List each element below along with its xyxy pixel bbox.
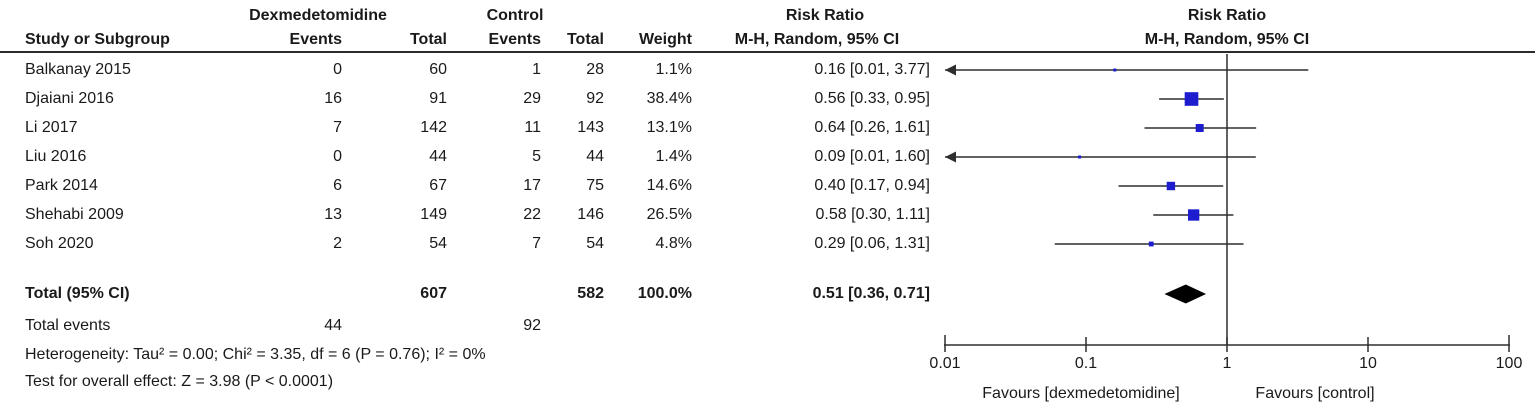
total-dex: 54 <box>429 235 447 252</box>
study-name: Soh 2020 <box>25 235 94 252</box>
table-row: Li 2017 7 142 11 143 13.1% 0.64 [0.26, 1… <box>0 118 1535 138</box>
total-ctrl: 44 <box>586 148 604 165</box>
ci-value: 0.64 [0.26, 1.61] <box>814 119 930 136</box>
col-header-total-dex: Total <box>409 31 447 48</box>
events-dex: 7 <box>333 119 342 136</box>
table-row: Park 2014 6 67 17 75 14.6% 0.40 [0.17, 0… <box>0 176 1535 196</box>
total-ctrl: 143 <box>577 119 604 136</box>
events-dex: 6 <box>333 177 342 194</box>
total-dex: 44 <box>429 148 447 165</box>
events-ctrl: 7 <box>532 235 541 252</box>
ci-value: 0.58 [0.30, 1.11] <box>815 206 930 223</box>
header-divider <box>0 51 1535 53</box>
total-weight: 100.0% <box>637 285 692 302</box>
ci-value: 0.56 [0.33, 0.95] <box>814 90 930 107</box>
total-dex: 149 <box>420 206 447 223</box>
total-label: Total (95% CI) <box>25 285 130 302</box>
events-dex: 16 <box>324 90 342 107</box>
events-ctrl: 5 <box>532 148 541 165</box>
heterogeneity-row: Heterogeneity: Tau² = 0.00; Chi² = 3.35,… <box>0 345 1535 365</box>
col-header-study: Study or Subgroup <box>25 31 170 48</box>
weight-value: 14.6% <box>646 177 692 194</box>
axis-tick-label: 1 <box>1222 355 1232 372</box>
total-ctrl: 92 <box>586 90 604 107</box>
events-ctrl: 17 <box>523 177 541 194</box>
study-name: Balkanay 2015 <box>25 61 131 78</box>
axis-tick-label: 0.01 <box>929 355 961 372</box>
events-dex: 0 <box>333 148 342 165</box>
study-name: Park 2014 <box>25 177 98 194</box>
weight-value: 13.1% <box>646 119 692 136</box>
events-dex: 13 <box>324 206 342 223</box>
favours-left-label: Favours [dexmedetomidine] <box>982 385 1180 402</box>
study-name: Liu 2016 <box>25 148 87 165</box>
total-dex: 60 <box>429 61 447 78</box>
weight-value: 38.4% <box>646 90 692 107</box>
col-header-total-ctrl: Total <box>566 31 604 48</box>
total-dex: 91 <box>429 90 447 107</box>
events-dex: 0 <box>333 61 342 78</box>
total-events-dex: 44 <box>324 317 342 334</box>
overall-effect-text: Test for overall effect: Z = 3.98 (P < 0… <box>25 373 334 390</box>
col-header-weight: Weight <box>638 31 692 48</box>
total-dex-sum: 607 <box>420 285 447 302</box>
col-header-mh-ci-plot: M-H, Random, 95% CI <box>1144 31 1310 48</box>
axis-tick-label: 10 <box>1359 355 1377 372</box>
table-row: Balkanay 2015 0 60 1 28 1.1% 0.16 [0.01,… <box>0 60 1535 80</box>
study-name: Djaiani 2016 <box>25 90 114 107</box>
group-header-row: Dexmedetomidine Control Risk Ratio Risk … <box>0 6 1535 26</box>
axis-tick-label: 100 <box>1495 355 1523 372</box>
total-row: Total (95% CI) 607 582 100.0% 0.51 [0.36… <box>0 284 1535 304</box>
total-ci-value: 0.51 [0.36, 0.71] <box>812 285 930 302</box>
overall-effect-row: Test for overall effect: Z = 3.98 (P < 0… <box>0 372 1535 392</box>
risk-ratio-plot-header: Risk Ratio <box>1187 7 1267 24</box>
table-row: Shehabi 2009 13 149 22 146 26.5% 0.58 [0… <box>0 205 1535 225</box>
study-name: Shehabi 2009 <box>25 206 124 223</box>
ci-value: 0.09 [0.01, 1.60] <box>814 148 930 165</box>
total-ctrl: 54 <box>586 235 604 252</box>
weight-value: 26.5% <box>646 206 692 223</box>
table-row: Liu 2016 0 44 5 44 1.4% 0.09 [0.01, 1.60… <box>0 147 1535 167</box>
heterogeneity-text: Heterogeneity: Tau² = 0.00; Chi² = 3.35,… <box>25 346 486 363</box>
risk-ratio-text-header: Risk Ratio <box>785 7 865 24</box>
total-events-row: Total events 44 92 <box>0 316 1535 336</box>
events-ctrl: 22 <box>523 206 541 223</box>
total-ctrl: 146 <box>577 206 604 223</box>
total-dex: 142 <box>420 119 447 136</box>
events-ctrl: 29 <box>523 90 541 107</box>
total-dex: 67 <box>429 177 447 194</box>
column-header-row: Study or Subgroup Events Total Events To… <box>0 30 1535 50</box>
group-header-control: Control <box>486 7 544 24</box>
group-header-dexmedetomidine: Dexmedetomidine <box>249 7 387 24</box>
total-ctrl: 28 <box>586 61 604 78</box>
total-ctrl-sum: 582 <box>577 285 604 302</box>
events-ctrl: 11 <box>524 119 541 136</box>
ci-value: 0.16 [0.01, 3.77] <box>814 61 930 78</box>
total-events-label: Total events <box>25 317 111 334</box>
total-events-ctrl: 92 <box>523 317 541 334</box>
axis-tick-label: 0.1 <box>1074 355 1098 372</box>
weight-value: 1.1% <box>655 61 692 78</box>
col-header-events-dex: Events <box>289 31 342 48</box>
events-dex: 2 <box>333 235 342 252</box>
col-header-mh-ci-text: M-H, Random, 95% CI <box>734 31 900 48</box>
study-name: Li 2017 <box>25 119 78 136</box>
weight-value: 4.8% <box>655 235 692 252</box>
events-ctrl: 1 <box>532 61 541 78</box>
weight-value: 1.4% <box>655 148 692 165</box>
ci-value: 0.40 [0.17, 0.94] <box>814 177 930 194</box>
ci-value: 0.29 [0.06, 1.31] <box>814 235 930 252</box>
total-ctrl: 75 <box>586 177 604 194</box>
col-header-events-ctrl: Events <box>488 31 541 48</box>
table-row: Soh 2020 2 54 7 54 4.8% 0.29 [0.06, 1.31… <box>0 234 1535 254</box>
table-row: Djaiani 2016 16 91 29 92 38.4% 0.56 [0.3… <box>0 89 1535 109</box>
favours-right-label: Favours [control] <box>1255 385 1375 402</box>
